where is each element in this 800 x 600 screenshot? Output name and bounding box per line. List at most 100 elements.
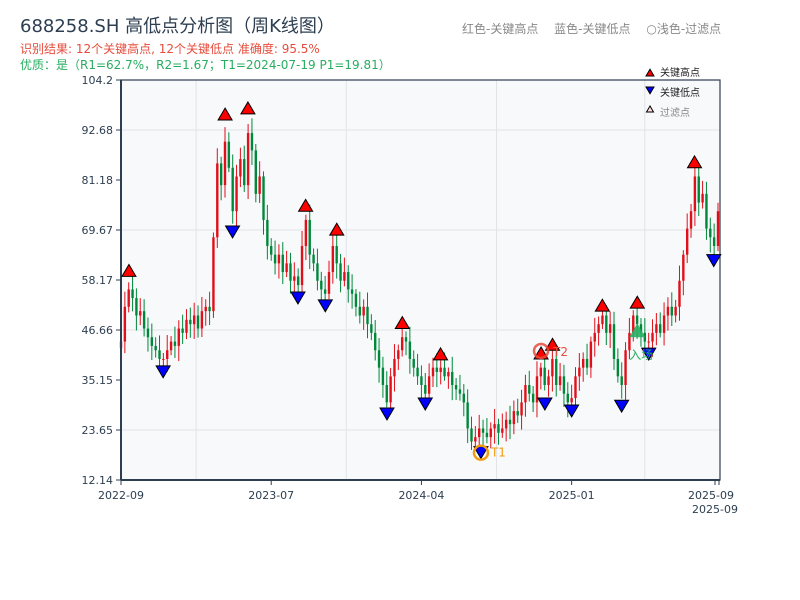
legend-filtered: ○浅色-过滤点 [646, 22, 722, 36]
quality-summary: 优质：是（R1=62.7%，R2=1.67；T1=2024-07-19 P1=1… [20, 58, 391, 72]
candle-body [335, 245, 338, 264]
candle-body [231, 167, 234, 212]
candle-body [643, 332, 647, 342]
candle-body [227, 141, 231, 168]
candle-body [258, 176, 261, 194]
candle-body [589, 341, 593, 368]
candle-body [481, 428, 485, 433]
candle-body [273, 254, 277, 264]
plot-background [121, 80, 720, 480]
candle-body [562, 376, 566, 394]
y-tick-label: 81.18 [82, 174, 114, 187]
result-summary: 识别结果: 12个关键高点, 12个关键低点 准确度: 95.5% [20, 42, 320, 56]
candle-body [639, 324, 643, 333]
candle-body [177, 328, 180, 346]
candle-body [397, 350, 400, 359]
candle-body [212, 237, 215, 312]
candle-body [377, 350, 381, 368]
candle-body [520, 402, 523, 416]
candle-body [312, 254, 315, 264]
candle-body [528, 385, 531, 394]
candle-body [605, 315, 608, 333]
candle-body [250, 133, 254, 151]
t1-circle [472, 444, 490, 461]
x-tick-label: 2024-04 [398, 489, 444, 502]
candle-body [246, 133, 250, 186]
candle-body [716, 211, 720, 246]
key-low-marker [417, 397, 434, 411]
candle-body [181, 328, 184, 333]
candle-body [304, 219, 308, 246]
legend-high-icon [645, 68, 655, 77]
candle-body [281, 254, 284, 273]
candle-body [705, 193, 708, 229]
candle-body [254, 150, 258, 194]
candle-body [235, 176, 238, 212]
candle-body [593, 332, 596, 342]
candle-body [354, 293, 358, 307]
candle-body [162, 358, 165, 360]
candle-body [447, 371, 450, 377]
candle-body [243, 159, 246, 186]
color-legend-text: 红色-关键高点 蓝色-关键低点 ○浅色-过滤点 [462, 20, 733, 37]
candle-body [219, 163, 223, 186]
candle-body [712, 237, 716, 246]
candle-body [339, 263, 342, 281]
candle-body [223, 141, 227, 186]
candle-body [408, 341, 412, 359]
candle-body [131, 289, 134, 299]
candle-body [200, 311, 204, 329]
candle-body [662, 315, 666, 333]
candle-body [651, 332, 654, 342]
candle-body [616, 358, 620, 377]
x-tick-label: 2025-09 [688, 489, 734, 502]
candle-body [381, 367, 385, 386]
candle-body [458, 389, 462, 394]
candle-body [412, 358, 415, 368]
candle-body [585, 358, 589, 368]
candle-body [169, 341, 173, 351]
key-high-marker [594, 298, 611, 312]
candle-body [701, 193, 704, 203]
key-low-marker [563, 404, 580, 418]
candle-body [489, 428, 492, 438]
candle-body [462, 393, 465, 403]
key-high-marker [328, 222, 345, 236]
candle-body [362, 306, 365, 316]
t2-circle [532, 342, 550, 360]
candle-body [393, 358, 396, 377]
entry-label: 入场 [629, 348, 653, 362]
candle-body [293, 276, 296, 281]
candle-body [427, 376, 431, 394]
candle-body [300, 245, 304, 286]
y-tick-label: 46.66 [82, 324, 114, 337]
candle-body [216, 163, 219, 238]
y-tick-label: 92.68 [82, 124, 114, 137]
candle-body [123, 306, 127, 342]
candle-body [697, 176, 700, 203]
candle-body [555, 358, 558, 386]
candle-body [150, 337, 154, 346]
candle-body [262, 176, 265, 220]
candle-body [493, 424, 496, 429]
candle-body [566, 393, 569, 403]
key-low-marker [155, 365, 172, 379]
candle-body [512, 411, 516, 425]
candle-body [347, 272, 350, 290]
candle-body [666, 306, 670, 316]
key-low-marker [705, 254, 722, 268]
candle-body [693, 176, 697, 212]
candle-body [497, 424, 500, 433]
candle-body [358, 306, 361, 316]
candle-body [632, 315, 635, 333]
candle-body [270, 245, 273, 255]
candle-body [531, 393, 535, 403]
key-high-marker [394, 315, 411, 330]
candle-body [127, 289, 130, 307]
candle-body [343, 272, 346, 281]
candle-body [320, 280, 323, 290]
key-high-marker [240, 101, 256, 115]
candle-body [466, 402, 469, 429]
candle-body [277, 254, 281, 264]
